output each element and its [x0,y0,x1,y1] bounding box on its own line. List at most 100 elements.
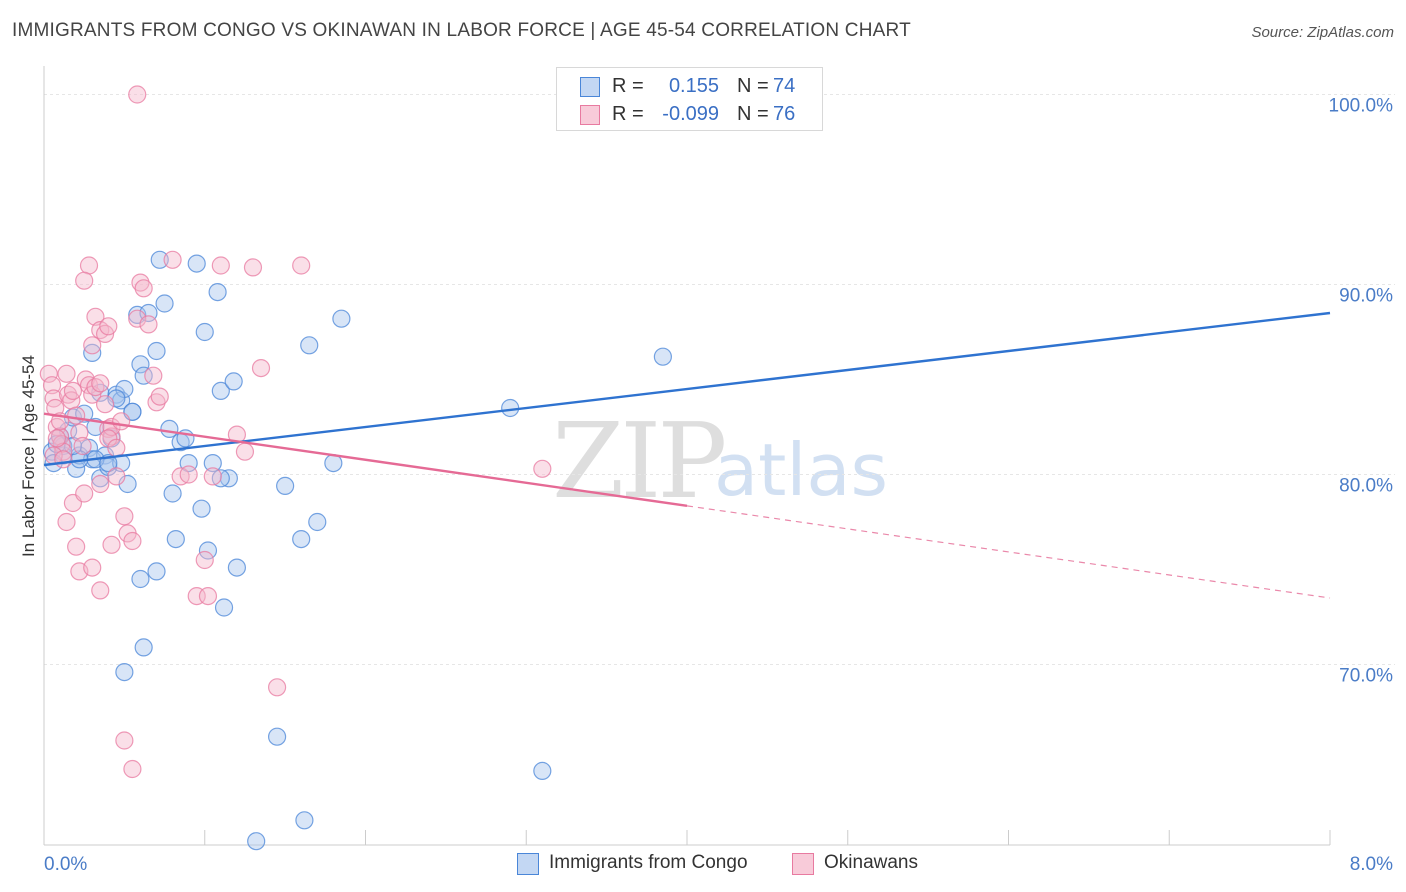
point-okinawans [91,474,110,494]
point-okinawans [57,364,76,383]
point-okinawans [83,558,102,577]
point-okinawans [67,406,86,425]
legend-swatch-pink [580,105,600,125]
point-okinawans [44,389,63,408]
point-okinawans [144,366,163,385]
point-okinawans [107,467,126,486]
y-tick-label: 70.0% [1339,666,1393,687]
point-okinawans [79,376,99,395]
point-congo [195,322,214,342]
watermark-atlas: atlas [714,428,888,512]
legend-n-value: 76 [773,103,796,125]
point-okinawans [267,678,287,697]
point-congo [187,254,206,273]
chart-title: IMMIGRANTS FROM CONGO VS OKINAWAN IN LAB… [12,20,911,41]
point-okinawans [75,484,94,503]
trendline-okinawans [43,412,688,508]
point-okinawans [107,438,126,457]
point-congo [131,355,150,374]
point-congo [292,529,311,549]
point-okinawans [128,309,147,328]
point-okinawans [42,376,62,395]
bottom-legend-label-congo: Immigrants from Congo [549,852,748,873]
point-okinawans [70,423,89,442]
point-okinawans [79,256,99,275]
legend-n-label: N = [737,75,769,97]
point-congo [276,476,295,495]
point-congo [147,341,166,361]
point-okinawans [83,336,102,355]
point-okinawans [54,450,73,469]
point-okinawans [115,731,134,750]
point-okinawans [63,381,83,400]
point-okinawans [75,271,94,290]
point-okinawans [139,315,158,334]
point-congo [134,366,153,385]
point-congo [54,446,73,465]
point-okinawans [112,412,131,431]
point-congo [131,569,150,589]
point-okinawans [150,387,169,406]
legend-r-value: -0.099 [662,103,719,125]
legend-n-value: 74 [773,75,796,97]
point-congo [163,484,182,503]
point-okinawans [115,507,134,526]
trendline-extension-okinawans [686,505,1331,599]
point-okinawans [243,258,263,277]
point-congo [83,343,102,362]
point-congo [267,727,287,746]
legend-row-okinawans: R = -0.099 N = 76 [557,101,822,129]
point-okinawans [203,467,222,486]
legend-r-label: R = [612,103,644,125]
point-congo [653,347,672,366]
point-congo [147,562,166,581]
legend-n-label: N = [737,103,769,125]
point-okinawans [198,586,218,606]
x-tick-label: 8.0% [1350,854,1393,875]
point-okinawans [179,465,198,484]
point-okinawans [73,436,92,456]
point-okinawans [533,459,552,478]
point-okinawans [91,374,110,393]
y-tick-label: 90.0% [1339,286,1393,307]
point-okinawans [91,581,110,600]
point-congo [203,454,222,473]
y-axis-title: In Labor Force | Age 45-54 [19,355,38,557]
y-tick-label: 80.0% [1339,476,1393,497]
point-okinawans [50,427,70,446]
point-okinawans [235,442,255,461]
point-congo [166,529,185,549]
point-okinawans [123,759,142,779]
bottom-legend-label-okinawans: Okinawans [824,852,918,873]
point-congo [150,250,169,269]
point-okinawans [292,256,311,275]
point-congo [332,309,351,328]
point-okinawans [99,317,118,336]
point-okinawans [128,85,147,104]
bottom-legend-swatch-blue [517,853,539,875]
point-okinawans [195,550,214,570]
point-okinawans [102,427,121,446]
point-okinawans [251,359,271,378]
point-okinawans [211,256,230,275]
correlation-legend: R = 0.155 N = 74 R = -0.099 N = 76 [556,67,823,131]
point-okinawans [57,512,76,532]
point-okinawans [163,250,182,269]
point-okinawans [147,393,166,412]
point-okinawans [123,531,142,551]
y-tick-label: 100.0% [1329,96,1394,117]
point-congo [155,294,174,313]
point-congo [308,512,327,532]
legend-r-label: R = [612,75,644,97]
point-congo [107,389,126,408]
point-okinawans [76,370,95,389]
point-congo [208,283,227,302]
point-congo [247,832,266,851]
legend-swatch-blue [580,77,600,97]
point-congo [198,541,218,560]
point-okinawans [134,279,153,298]
point-congo [192,499,211,518]
trendline-congo [43,311,1331,467]
source-credit: Source: ZipAtlas.com [1251,24,1394,41]
